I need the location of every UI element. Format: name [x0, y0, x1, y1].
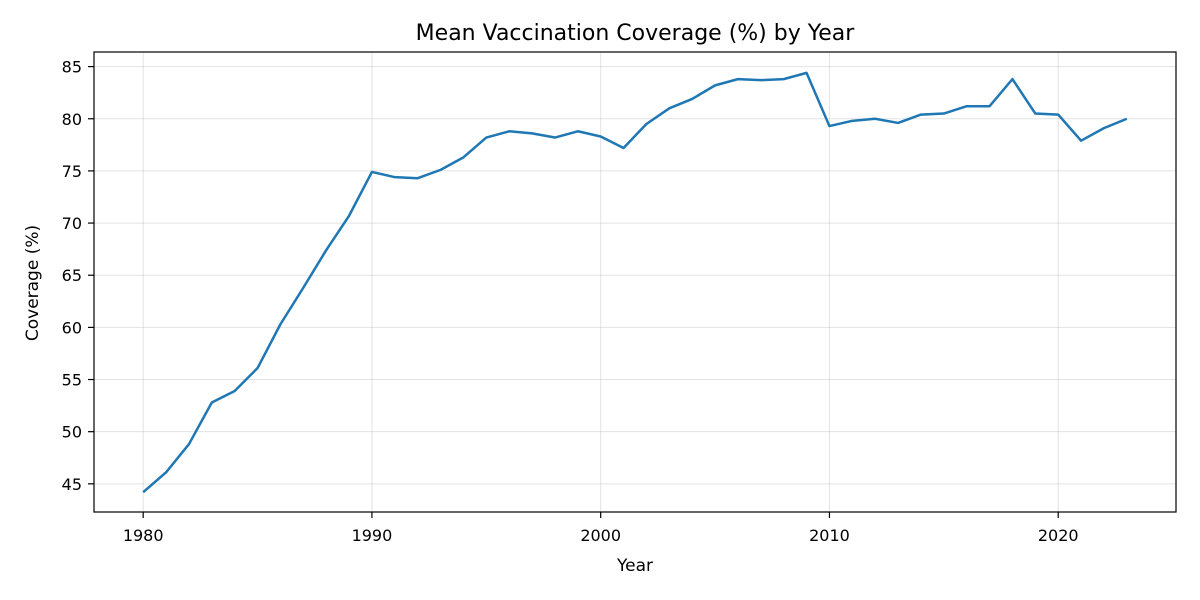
y-axis: 45 50 55 60 65 70 75 80 85 — [62, 58, 94, 494]
y-tick-label: 50 — [62, 423, 82, 442]
x-tick-label: 1990 — [352, 526, 393, 545]
y-tick-label: 70 — [62, 214, 82, 233]
y-axis-label: Coverage (%) — [23, 225, 43, 341]
y-tick-label: 80 — [62, 110, 82, 129]
y-tick-label: 65 — [62, 266, 82, 285]
y-tick-label: 75 — [62, 162, 82, 181]
grid — [94, 52, 1176, 512]
x-tick-label: 2000 — [580, 526, 621, 545]
x-tick-label: 1980 — [123, 526, 164, 545]
series-line — [142, 71, 1128, 494]
plot-frame — [93, 51, 1177, 513]
y-tick-label: 45 — [62, 475, 82, 494]
x-tick-label: 2020 — [1038, 526, 1079, 545]
y-tick-label: 85 — [62, 58, 82, 77]
chart-title: Mean Vaccination Coverage (%) by Year — [416, 21, 856, 46]
y-tick-label: 55 — [62, 371, 82, 390]
y-tick-label: 60 — [62, 318, 82, 337]
x-tick-label: 2010 — [809, 526, 850, 545]
x-axis: 1980 1990 2000 2010 2020 — [123, 512, 1079, 545]
x-axis-label: Year — [616, 556, 653, 576]
